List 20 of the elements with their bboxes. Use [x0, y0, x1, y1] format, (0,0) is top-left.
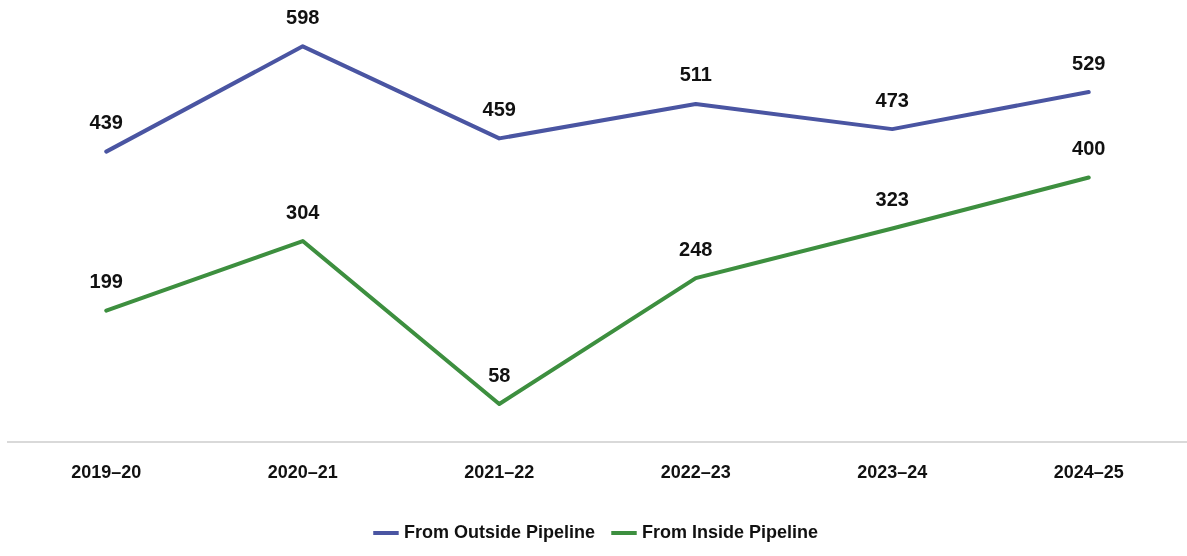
x-tick-label: 2023–24: [857, 462, 928, 483]
data-label: 199: [89, 270, 123, 293]
data-label: 529: [1072, 51, 1106, 74]
x-tick-label: 2022–23: [660, 462, 731, 483]
x-tick-label: 2019–20: [71, 462, 142, 483]
data-label: 439: [89, 111, 123, 134]
data-label: 400: [1072, 136, 1106, 159]
data-label: 511: [679, 63, 712, 86]
data-label: 58: [488, 363, 511, 386]
data-label: 473: [875, 88, 909, 111]
legend-label: From Inside Pipeline: [642, 521, 819, 542]
data-label: 323: [875, 187, 909, 210]
data-label: 598: [286, 5, 320, 28]
x-tick-label: 2020–21: [267, 462, 338, 483]
x-tick-label: 2024–25: [1053, 462, 1124, 483]
data-label: 459: [482, 97, 516, 120]
data-label: 304: [286, 200, 321, 223]
data-label: 248: [679, 237, 713, 260]
x-tick-label: 2021–22: [464, 462, 535, 483]
legend-label: From Outside Pipeline: [403, 521, 595, 542]
